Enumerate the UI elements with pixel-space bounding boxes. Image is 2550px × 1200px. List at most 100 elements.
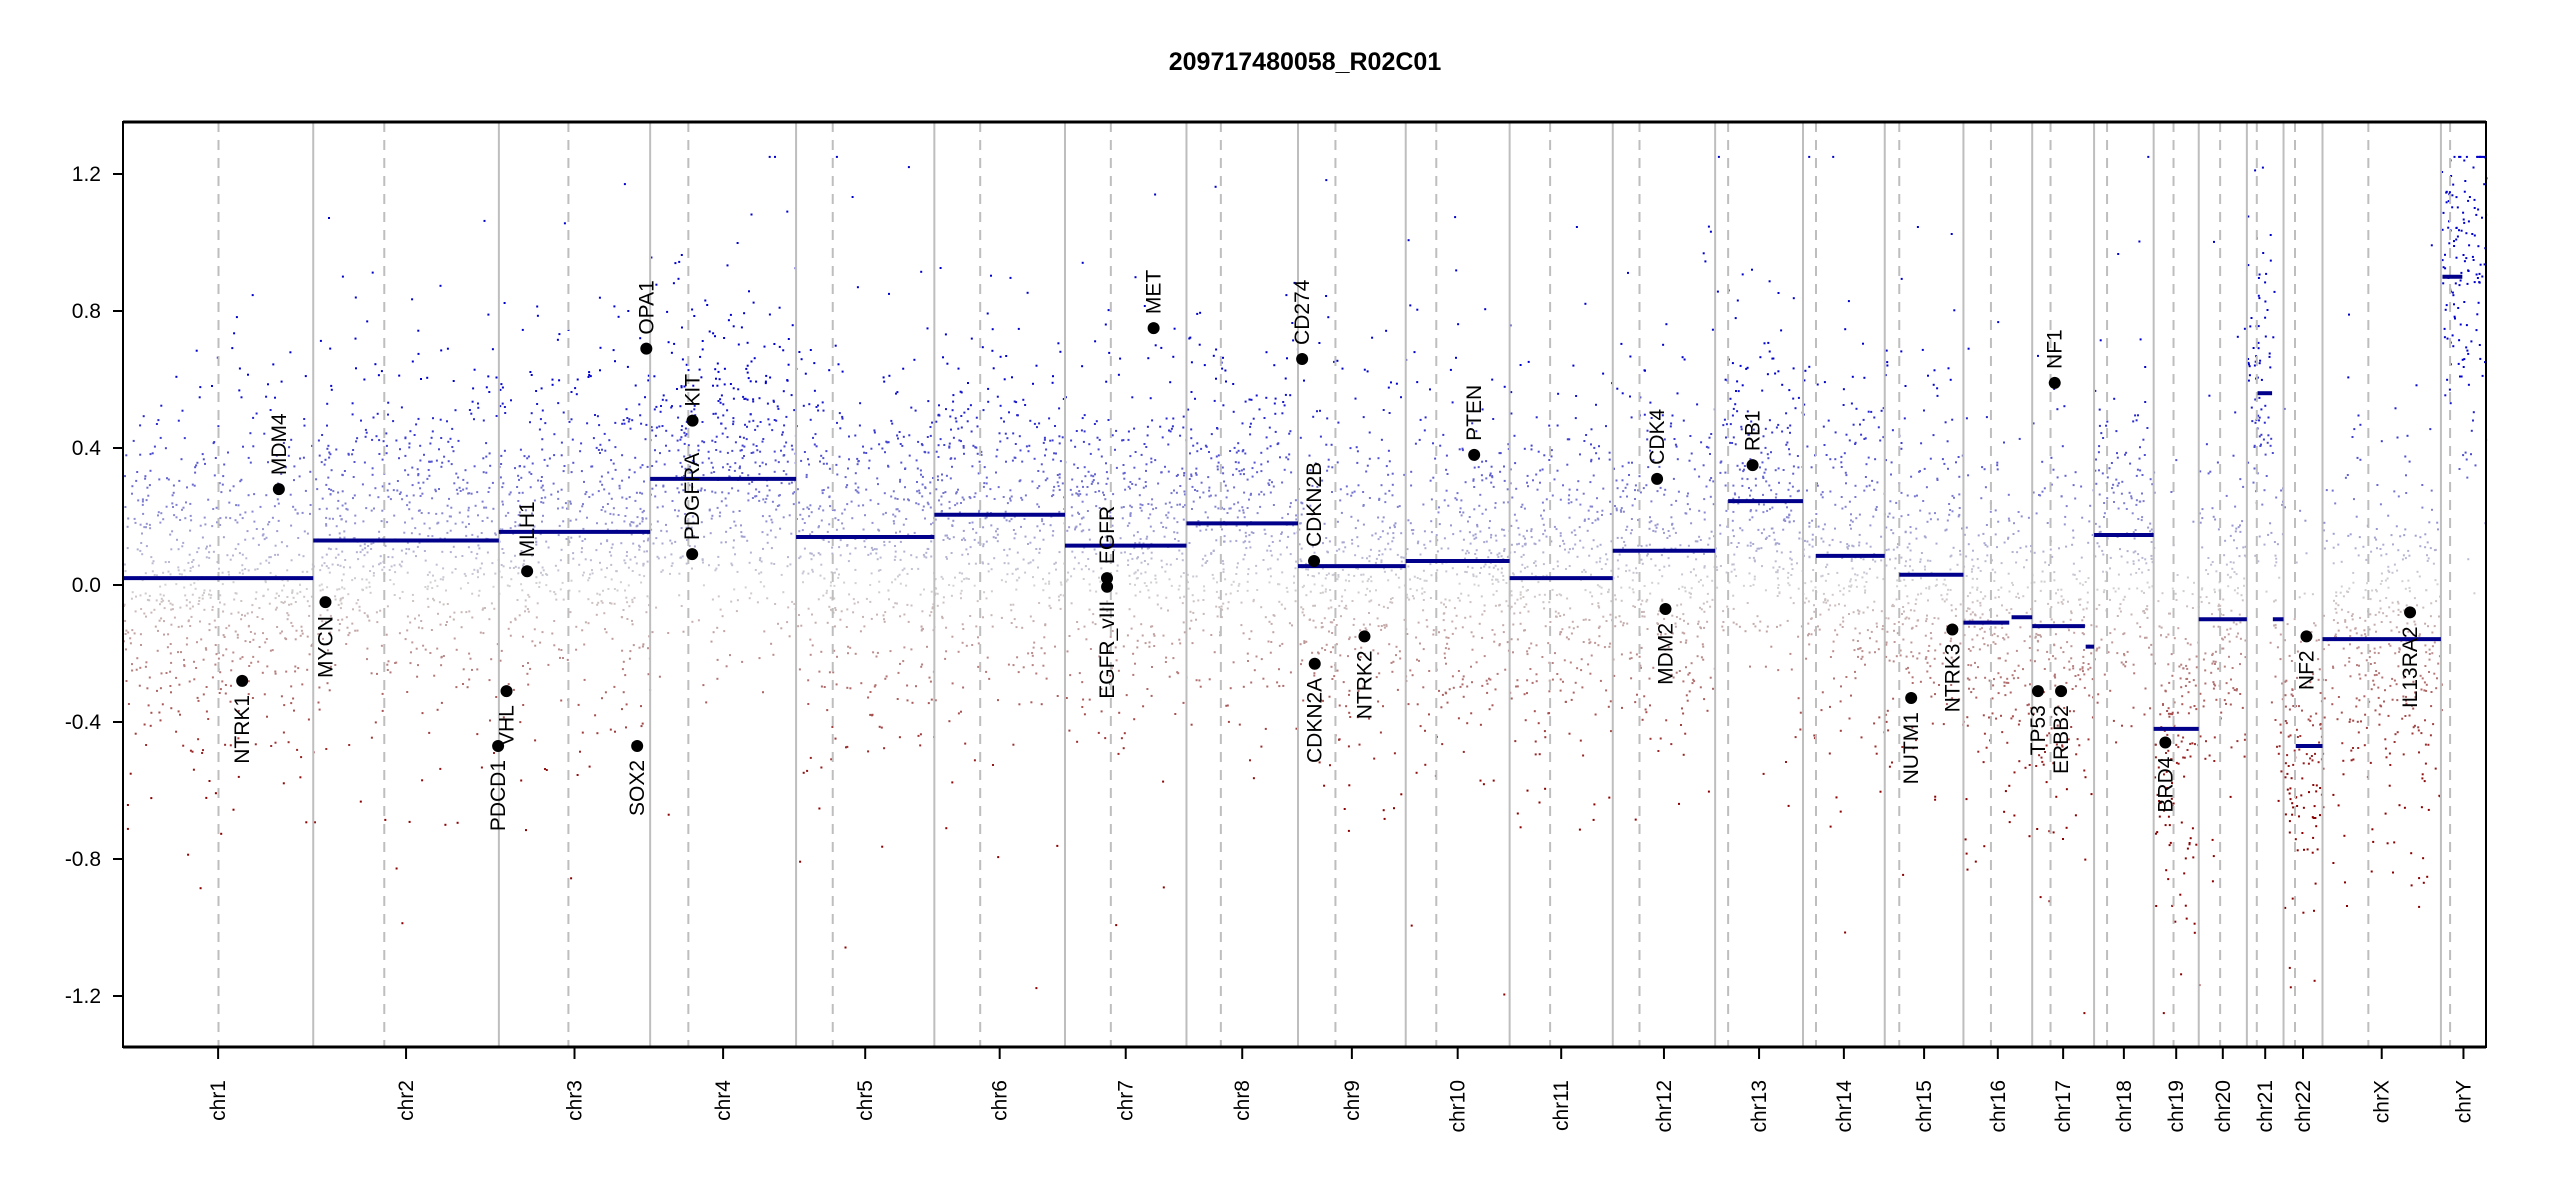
data-point [387,495,390,498]
data-point [1182,505,1185,508]
data-point [1268,479,1271,482]
data-point [941,615,944,618]
data-point [238,367,241,370]
data-point [442,567,445,570]
data-point [1556,565,1559,568]
data-point [883,544,886,547]
data-point [557,569,560,572]
data-point [476,491,479,494]
data-point [837,519,840,521]
data-point [1057,485,1060,488]
data-point [625,507,628,510]
data-point [247,680,250,683]
data-point [625,554,628,557]
data-point [1417,621,1420,624]
data-point [135,595,137,598]
data-point [1136,639,1139,642]
data-point [411,484,414,487]
data-point [177,419,180,422]
data-point [328,689,331,692]
data-point [1099,615,1102,618]
data-point [263,538,266,541]
data-point [1551,494,1554,497]
data-point [1444,647,1447,650]
data-point [665,523,667,526]
data-point [749,413,752,416]
data-point [1070,602,1073,605]
data-point [670,542,673,545]
data-point [751,481,754,483]
data-point [468,523,470,525]
data-point [1450,524,1452,527]
data-point [881,845,884,848]
data-point [910,568,913,570]
data-point [1182,701,1185,704]
data-point [970,337,973,340]
data-point [581,547,583,550]
data-point [208,593,210,596]
data-point [495,376,498,379]
data-point [595,446,598,449]
data-point [486,551,489,554]
data-point [668,449,671,452]
data-point [1088,528,1091,531]
data-point [1192,444,1195,447]
data-point [1432,442,1434,445]
data-point [849,552,852,555]
data-point [299,590,302,593]
data-point [1490,481,1493,484]
data-point [1442,433,1445,436]
data-point [617,514,620,516]
data-point [471,533,474,536]
data-point [381,709,384,712]
data-point [533,525,536,528]
data-point [1571,620,1574,623]
data-point [467,506,470,509]
data-point [1301,659,1304,662]
data-point [991,349,994,352]
data-point [817,526,820,529]
data-point [889,650,892,653]
data-point [482,607,485,610]
data-point [937,478,939,481]
data-point [297,667,300,670]
data-point [693,545,696,548]
data-point [1249,433,1252,436]
data-point [1056,844,1059,847]
data-point [1286,590,1289,593]
data-point [1153,645,1156,647]
data-point [290,702,293,705]
data-point [1162,634,1165,637]
data-point [973,538,976,541]
data-point [428,460,431,463]
data-point [847,652,849,655]
data-point [526,457,529,460]
data-point [1004,432,1007,435]
data-point [1354,397,1357,400]
data-point [364,547,367,550]
data-point [580,442,583,445]
data-point [934,592,937,595]
data-point [246,530,249,533]
data-point [539,533,542,536]
data-point [670,406,673,409]
data-point [268,521,271,523]
data-point [908,499,910,502]
data-point [1228,507,1231,510]
data-point [1494,564,1497,567]
data-point [151,452,154,455]
data-point [798,530,801,533]
data-point [233,598,236,601]
data-point [1484,308,1487,311]
data-point [1266,549,1269,552]
data-point [395,661,398,664]
data-point [1365,629,1368,632]
data-point [1216,465,1219,468]
data-point [1170,492,1173,495]
data-point [1489,472,1492,475]
data-point [768,313,771,316]
data-point [1488,708,1491,711]
data-point [159,687,162,690]
data-point [1202,491,1205,494]
data-point [684,434,687,437]
